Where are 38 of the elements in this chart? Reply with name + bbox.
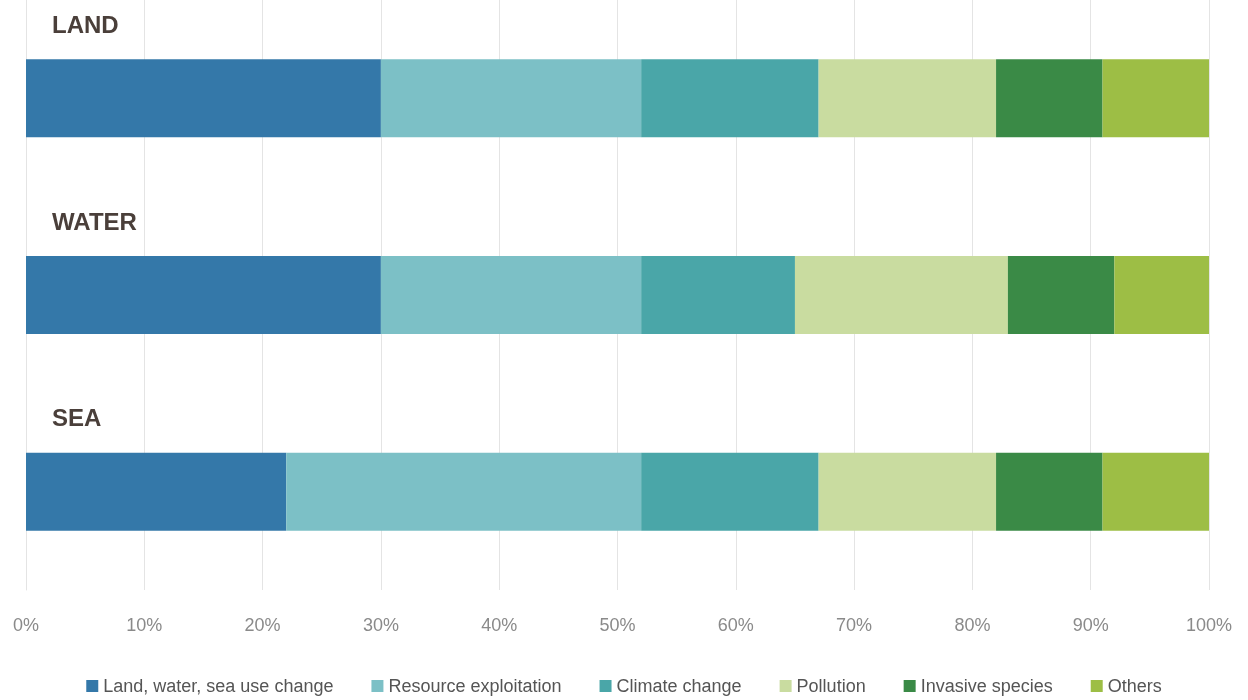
x-tick-label: 20% bbox=[244, 615, 281, 635]
legend-label: Climate change bbox=[616, 676, 742, 696]
y-tick-label: LAND bbox=[52, 10, 119, 38]
x-tick-label: 60% bbox=[717, 615, 754, 635]
bar bbox=[996, 452, 1103, 531]
bar bbox=[1114, 256, 1209, 334]
x-tick-label: 0% bbox=[12, 615, 40, 635]
x-tick-label: 90% bbox=[1072, 615, 1109, 635]
x-tick-label: 80% bbox=[954, 615, 991, 635]
x-tick-label: 40% bbox=[481, 615, 518, 635]
x-tick-label: 100% bbox=[1185, 615, 1233, 635]
bar bbox=[26, 452, 287, 531]
bar bbox=[996, 59, 1103, 138]
y-tick-label: WATER bbox=[52, 207, 137, 235]
bar bbox=[641, 256, 795, 334]
bar bbox=[1102, 452, 1209, 531]
bar bbox=[26, 59, 381, 138]
bar bbox=[380, 256, 642, 334]
bar bbox=[818, 452, 997, 531]
bar bbox=[1007, 256, 1115, 334]
bar bbox=[794, 256, 1008, 334]
bar bbox=[380, 59, 642, 138]
x-tick-label: 70% bbox=[836, 615, 873, 635]
legend-label: Resource exploitation bbox=[388, 676, 562, 696]
legend-label: Invasive species bbox=[920, 676, 1053, 696]
legend-label: Pollution bbox=[796, 676, 866, 696]
legend-label: Land, water, sea use change bbox=[103, 676, 334, 696]
legend-label: Others bbox=[1107, 676, 1162, 696]
bar bbox=[286, 452, 642, 531]
x-tick-label: 10% bbox=[126, 615, 163, 635]
bar bbox=[818, 59, 997, 138]
bar bbox=[641, 452, 819, 531]
x-tick-label: 50% bbox=[599, 615, 636, 635]
x-tick-label: 30% bbox=[362, 615, 399, 635]
y-tick-label: SEA bbox=[52, 404, 102, 432]
bar bbox=[641, 59, 819, 138]
bar bbox=[26, 256, 381, 334]
bar bbox=[1102, 59, 1209, 138]
